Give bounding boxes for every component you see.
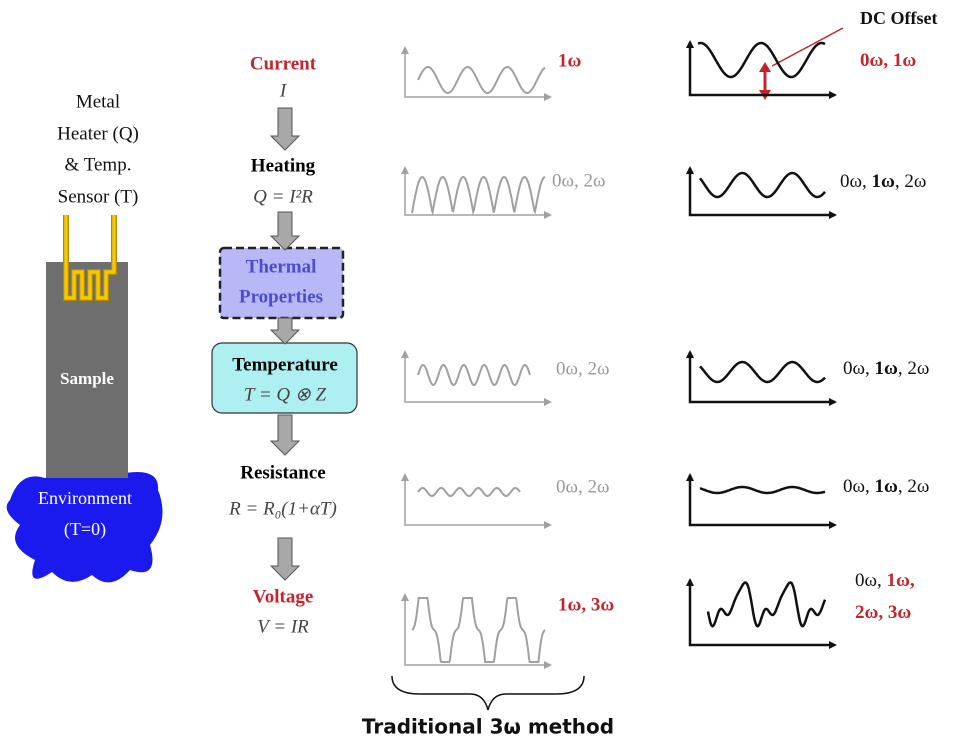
flow-label: Heating [251,155,316,176]
harmonic-part: 1ω [872,171,896,192]
plot-axes [688,475,835,527]
axis-arrow [544,661,552,669]
flow-label: Temperature [232,354,338,375]
thermal-label: Thermal [246,256,317,277]
waveform [697,41,826,79]
harmonic-label: 0ω, 2ω [556,358,610,379]
waveform [417,65,546,95]
harmonic-label: 0ω, 1ω, 2ω [843,358,929,379]
plot-axes [688,168,835,217]
axis-arrow [686,40,694,48]
harmonic-part: 0ω, 1ω [860,50,916,71]
waveform [706,581,827,628]
waveform [417,487,521,498]
flow-column: Current I Heating Q = I²R Thermal Proper… [211,53,358,637]
axis-arrow [401,46,409,54]
flow-arrow [269,537,301,581]
flow-formula: T = Q ⊗ Z [244,384,327,405]
waveform [699,171,826,199]
axis-arrow [686,350,694,358]
axis-arrow [401,593,409,601]
harmonic-part: 1ω [875,358,899,379]
plot-axes [688,352,835,404]
axis-arrow [544,93,552,101]
axis-arrow [686,473,694,481]
axis-arrow [544,211,552,219]
flow-arrow [269,107,301,151]
axis-arrow [829,91,837,99]
axis-arrow [829,398,837,406]
heater-wire [64,215,116,300]
waveform [699,485,826,495]
heater-label: Metal [76,91,120,112]
harmonic-part: 1ω, [887,570,915,591]
thermal-label: Properties [239,286,323,307]
sample-illustration: Metal Heater (Q) & Temp. Sensor (T) Samp… [6,91,163,583]
harmonic-part: 0ω, [843,476,875,497]
axis-arrow [686,578,694,586]
waveform [411,175,546,217]
plot-axes [404,595,550,666]
flow-label: Voltage [253,586,314,607]
axis-arrow [829,521,837,529]
flow-formula: R = R₀(1+αT) [228,498,337,519]
heater-label: & Temp. [65,154,132,175]
environment-label: (T=0) [64,519,106,540]
flow-arrow [269,414,301,456]
waveform [699,360,826,384]
harmonic-label: 0ω, 1ω, 2ω [840,171,926,192]
harmonic-part: , 2ω [895,171,927,192]
harmonic-label: 0ω, 1ω, [855,570,915,591]
flow-label: Resistance [240,462,325,483]
plot-axes [404,48,550,98]
axis-arrow [401,473,409,481]
harmonic-part: 2ω, 3ω [855,602,911,623]
plot-axes [404,475,550,526]
axis-arrow [686,166,694,174]
dc-offset-arrowhead [759,62,771,72]
heater-label: Heater (Q) [57,123,139,144]
heater-label: Sensor (T) [58,186,139,207]
harmonic-part: , 2ω [898,358,930,379]
flow-arrow [269,211,301,251]
brace [391,675,585,711]
harmonic-label: 2ω, 3ω [855,602,911,623]
harmonic-label: 0ω, 2ω [552,170,606,191]
dc-offset-label: DC Offset [860,8,937,28]
harmonic-label: 0ω, 2ω [556,476,610,497]
caption: Traditional 3ω method [362,715,614,739]
harmonic-part: 0ω, [843,358,875,379]
axis-arrow [829,211,837,219]
flow-arrow [269,317,301,345]
waveform [417,363,531,387]
plot-axes [688,580,835,647]
sample-label: Sample [60,369,114,388]
flow-formula: I [279,80,288,101]
harmonic-label: 1ω, 3ω [558,594,614,615]
dc-offset-pointer [771,27,844,67]
axis-arrow [829,641,837,649]
environment-label: Environment [38,488,132,508]
harmonic-part: , 2ω [898,476,930,497]
waveform [411,597,546,663]
axis-arrow [401,350,409,358]
harmonic-part: 0ω, [840,171,872,192]
harmonic-part: 1ω [875,476,899,497]
axis-arrow [544,521,552,529]
harmonic-label: 0ω, 1ω [860,50,916,71]
plot-axes [404,168,550,216]
harmonic-label: 0ω, 1ω, 2ω [843,476,929,497]
plot-axes [404,352,550,403]
harmonic-part: 0ω, [855,570,887,591]
environment-blob [6,471,163,583]
plot-axes [688,42,835,97]
axis-arrow [544,398,552,406]
harmonic-label: 1ω [558,50,582,71]
flow-label: Current [250,53,317,74]
flow-formula: V = IR [257,616,309,637]
axis-arrow [401,166,409,174]
flow-formula: Q = I²R [253,186,313,207]
